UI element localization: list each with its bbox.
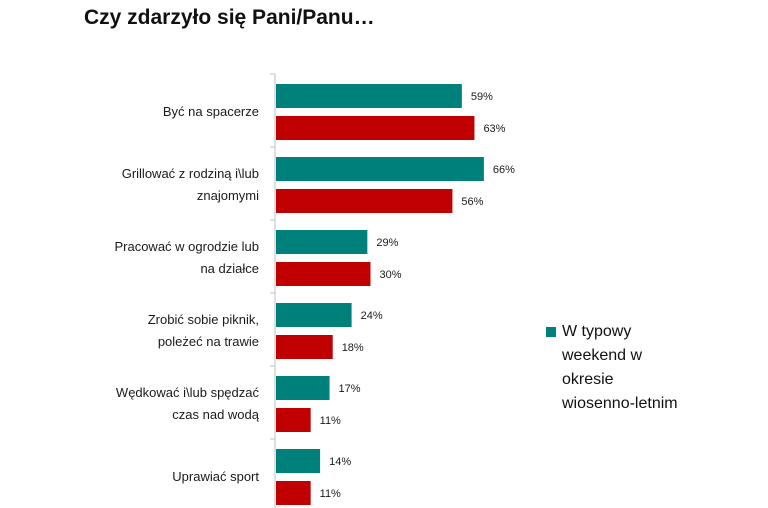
data-label: 63% [483, 123, 505, 135]
category-label: Być na spacerze [163, 104, 259, 119]
category-label: znajomymi [197, 188, 259, 203]
legend: W typowy weekend w okresie wiosenno-letn… [546, 320, 716, 416]
legend-label-line: W typowy [562, 323, 631, 340]
legend-label: W typowy weekend w okresie wiosenno-letn… [546, 320, 716, 416]
data-label: 14% [329, 456, 351, 468]
bar-series-1 [276, 230, 367, 254]
bar-series-1 [276, 449, 320, 473]
category-label: Zrobić sobie piknik, [148, 312, 259, 327]
data-label: 11% [320, 415, 341, 427]
bar-series-1 [276, 157, 484, 181]
data-label: 24% [361, 310, 383, 322]
data-label: 59% [471, 91, 493, 103]
legend-label-line: wiosenno-letnim [562, 395, 678, 412]
category-label: Wędkować i\lub spędzać [116, 385, 260, 400]
data-label: 66% [493, 164, 515, 176]
data-label: 17% [339, 383, 361, 395]
legend-label-line: okresie [562, 371, 614, 388]
data-label: 30% [380, 269, 402, 281]
data-label: 18% [342, 342, 364, 354]
category-label: czas nad wodą [172, 407, 259, 422]
data-label: 11% [320, 488, 341, 500]
category-label: poleżeć na trawie [158, 334, 259, 349]
bar-series-2 [276, 335, 333, 359]
bar-series-1 [276, 376, 330, 400]
category-label: na działce [200, 261, 259, 276]
category-label: Uprawiać sport [172, 469, 259, 484]
bar-series-2 [276, 116, 474, 140]
bar-series-2 [276, 408, 311, 432]
bar-series-2 [276, 262, 371, 286]
bar-series-2 [276, 481, 311, 505]
data-label: 29% [376, 237, 398, 249]
legend-swatch [546, 327, 556, 337]
bar-series-1 [276, 303, 352, 327]
bar-series-2 [276, 189, 452, 213]
category-label: Pracować w ogrodzie lub [114, 239, 259, 254]
category-label: Grillować z rodziną i\lub [122, 166, 259, 181]
legend-label-line: weekend w [562, 347, 642, 364]
data-label: 56% [461, 196, 483, 208]
bar-series-1 [276, 84, 462, 108]
